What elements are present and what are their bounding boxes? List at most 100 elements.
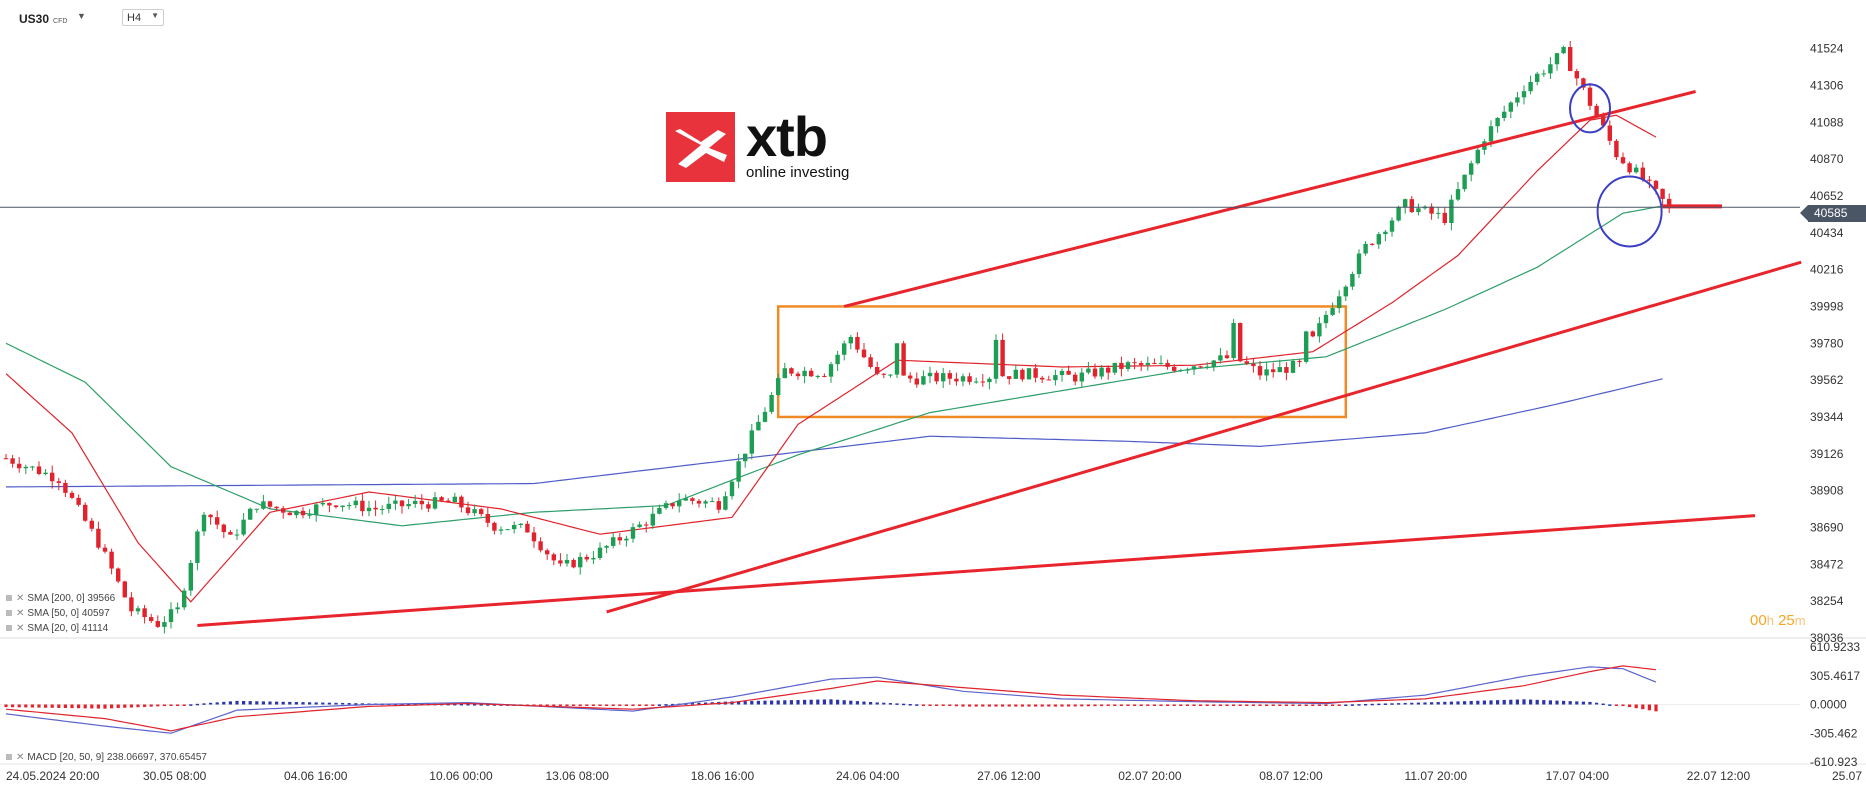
candle-body: [993, 339, 999, 379]
macd-histogram-bar: [327, 702, 331, 705]
candle-body: [373, 507, 378, 510]
candle-body: [1495, 117, 1500, 127]
candle-body: [366, 507, 372, 512]
candle-body: [314, 504, 319, 515]
macd-histogram-bar: [968, 704, 972, 707]
candle-body: [947, 373, 952, 379]
candle-body: [241, 519, 246, 535]
macd-histogram-bar: [1628, 704, 1632, 708]
macd-histogram-bar: [182, 704, 186, 706]
macd-histogram-bar: [162, 704, 166, 707]
candle-body: [1172, 366, 1177, 371]
candle-body: [987, 378, 992, 383]
macd-histogram-bar: [1621, 704, 1625, 707]
remove-indicator-icon[interactable]: ✕: [16, 623, 25, 634]
candle-body: [1356, 253, 1362, 275]
macd-histogram-bar: [1608, 704, 1612, 706]
legend-sma20[interactable]: ✕ SMA [20, 0] 41114: [6, 623, 108, 634]
candle-body: [1026, 368, 1032, 380]
macd-histogram-bar: [341, 702, 345, 705]
macd-histogram-bar: [624, 704, 628, 706]
remove-indicator-icon[interactable]: ✕: [16, 593, 25, 604]
macd-histogram-bar: [268, 701, 272, 705]
macd-histogram-bar: [1634, 704, 1638, 709]
macd-histogram-bar: [994, 704, 998, 707]
macd-histogram-bar: [1443, 701, 1447, 705]
macd-histogram-bar: [908, 704, 912, 706]
timeframe-selector[interactable]: H4 ▼: [122, 9, 164, 26]
macd-histogram-bar: [539, 704, 543, 706]
macd-histogram-bar: [657, 704, 661, 706]
candle-body: [1284, 367, 1289, 373]
symbol-selector[interactable]: US30 CFD: [19, 12, 67, 26]
macd-histogram-bar: [1350, 704, 1354, 706]
macd-histogram-bar: [1383, 703, 1387, 705]
candle-body: [1469, 163, 1474, 175]
candle-body: [591, 557, 596, 560]
legend-macd[interactable]: ✕ MACD [20, 50, 9] 238.06697, 370.65457: [6, 752, 207, 763]
candle-body: [1376, 234, 1381, 245]
macd-histogram-bar: [1212, 704, 1216, 706]
macd-histogram-bar: [1245, 704, 1249, 706]
candle-body: [1198, 366, 1203, 368]
candle-body: [525, 523, 530, 533]
candle-body: [749, 430, 754, 454]
macd-histogram-bar: [176, 704, 180, 706]
time-axis-label: 24.05.2024 20:00: [6, 769, 100, 783]
macd-histogram-bar: [1126, 704, 1130, 706]
price-axis-label: 41088: [1810, 115, 1844, 129]
price-axis-label: 41306: [1810, 78, 1844, 92]
legend-sma50[interactable]: ✕ SMA [50, 0] 40597: [6, 608, 110, 619]
remove-indicator-icon[interactable]: ✕: [16, 608, 25, 619]
candle-body: [83, 504, 88, 521]
macd-histogram-bar: [136, 704, 140, 708]
symbol-dropdown-icon[interactable]: ▼: [77, 11, 86, 21]
candle-body: [399, 500, 405, 507]
macd-histogram-bar: [195, 703, 199, 706]
candle-body: [723, 496, 728, 510]
candle-body: [1099, 367, 1104, 377]
highlight-circle: [1596, 175, 1663, 248]
macd-histogram-bar: [486, 704, 490, 706]
candle-body: [1488, 126, 1494, 142]
macd-histogram-bar: [453, 703, 457, 706]
candle-body: [1231, 323, 1236, 359]
candle-body: [340, 505, 345, 508]
macd-histogram-bar: [545, 704, 549, 706]
candle-body: [1436, 212, 1441, 214]
price-axis-label: 38036: [1810, 631, 1844, 645]
macd-histogram-bar: [1265, 704, 1269, 706]
macd-histogram-bar: [1218, 704, 1222, 706]
candle-body: [1343, 286, 1348, 297]
candle-body: [129, 597, 134, 612]
trendline-long-support: [197, 514, 1756, 627]
macd-histogram-bar: [1390, 703, 1394, 705]
candle-body: [1535, 73, 1540, 82]
candle-body: [287, 512, 292, 516]
candle-body: [1086, 368, 1091, 373]
candle-body: [1244, 361, 1249, 364]
macd-histogram-bar: [1034, 704, 1038, 707]
candle-body: [1561, 47, 1566, 54]
candle-body: [1455, 189, 1461, 200]
macd-histogram-bar: [921, 704, 925, 706]
macd-histogram-bar: [1331, 704, 1335, 706]
candle-body: [901, 343, 906, 376]
price-axis-label: 39126: [1810, 447, 1844, 461]
legend-sma200[interactable]: ✕ SMA [200, 0] 39566: [6, 593, 115, 604]
macd-histogram-bar: [1370, 703, 1374, 706]
macd-histogram-bar: [261, 701, 265, 705]
candle-countdown: 00h 25m: [1750, 612, 1806, 629]
macd-histogram-bar: [941, 704, 945, 706]
macd-histogram-bar: [1337, 704, 1341, 706]
macd-histogram-bar: [1542, 700, 1546, 705]
candle-body: [1277, 367, 1282, 373]
macd-histogram-bar: [96, 704, 100, 709]
macd-histogram-bar: [479, 704, 483, 706]
macd-histogram-bar: [1172, 704, 1176, 706]
remove-indicator-icon[interactable]: ✕: [16, 752, 25, 763]
macd-histogram-bar: [301, 702, 305, 705]
time-axis-label: 17.07 04:00: [1546, 769, 1610, 783]
candle-body: [617, 537, 622, 541]
